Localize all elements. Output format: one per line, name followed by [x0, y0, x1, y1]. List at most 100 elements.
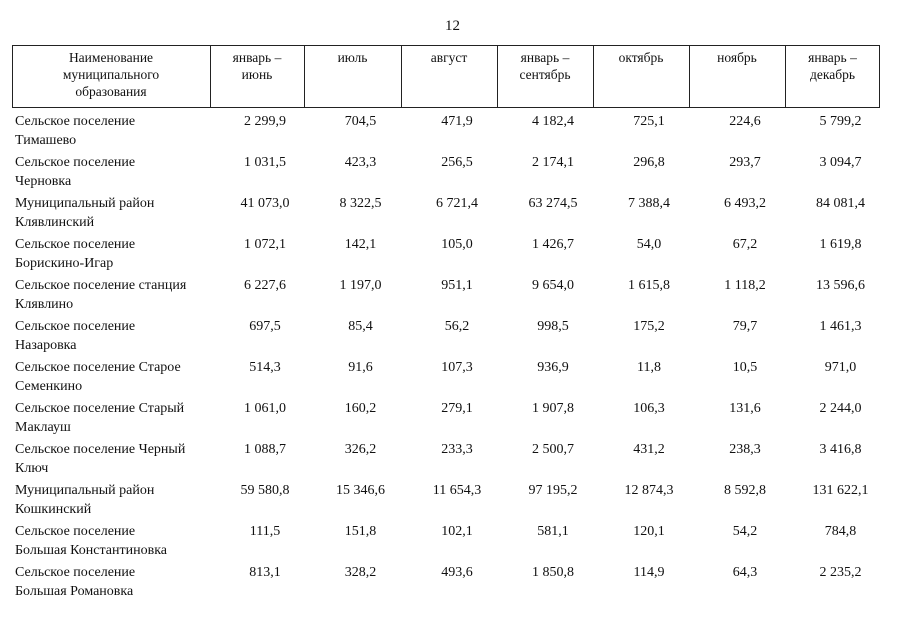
row-name-line: Тимашево: [15, 133, 77, 148]
header-line: Наименование: [68, 50, 154, 65]
cell-value: 6 721,4: [436, 196, 478, 211]
cell-value: 704,5: [344, 114, 377, 129]
row-name-line: Кошкинский: [15, 502, 92, 517]
cell-value: 97 195,2: [528, 483, 578, 498]
cell-value: 725,1: [633, 114, 665, 129]
cell-value: 107,3: [441, 360, 473, 375]
cell-value: 106,3: [633, 401, 665, 416]
header-line: муниципального: [62, 67, 160, 82]
cell-value: 7 388,4: [628, 196, 670, 211]
cell-value: 1 619,8: [819, 237, 862, 252]
row-name: Сельское поселение станция Клявлино: [15, 276, 210, 314]
row-name-line: Сельское поселение станция: [15, 278, 187, 293]
row-name: Сельское поселение Старый Маклауш: [15, 399, 210, 437]
cell-value: 11,8: [637, 360, 661, 375]
row-name: Сельское поселение Большая Константиновка: [15, 522, 210, 560]
row-name-line: Сельское поселение: [15, 319, 136, 334]
cell-value: 224,6: [729, 114, 761, 129]
cell-value: 971,0: [824, 360, 857, 375]
cell-value: 2 174,1: [532, 155, 574, 170]
cell-value: 1 072,1: [244, 237, 286, 252]
cell-value: 9 654,0: [532, 278, 574, 293]
cell-value: 697,5: [249, 319, 281, 334]
row-name-line: Ключ: [15, 461, 49, 476]
cell-value: 63 274,5: [528, 196, 578, 211]
row-name-line: Клявлинский: [15, 215, 95, 230]
header-line: сентябрь: [519, 67, 571, 82]
column-divider: [210, 45, 211, 108]
cell-value: 13 596,6: [816, 278, 865, 293]
cell-value: 784,8: [824, 524, 857, 539]
cell-value: 175,2: [633, 319, 665, 334]
cell-value: 1 118,2: [724, 278, 766, 293]
row-name: Сельское поселение Тимашево: [15, 112, 210, 150]
cell-value: 2 244,0: [819, 401, 862, 416]
row-name-line: Сельское поселение Старое: [15, 360, 181, 375]
cell-value: 326,2: [344, 442, 377, 457]
cell-value: 84 081,4: [816, 196, 865, 211]
header-line: образования: [75, 84, 147, 99]
cell-value: 151,8: [344, 524, 377, 539]
cell-value: 998,5: [537, 319, 569, 334]
row-name: Сельское поселение Черновка: [15, 153, 210, 191]
row-name-line: Сельское поселение: [15, 237, 136, 252]
cell-value: 56,2: [444, 319, 470, 334]
cell-value: 256,5: [441, 155, 473, 170]
cell-value: 6 227,6: [244, 278, 286, 293]
cell-value: 67,2: [732, 237, 758, 252]
cell-value: 3 416,8: [819, 442, 862, 457]
header-cell: январь – декабрь: [785, 49, 880, 83]
row-name-line: Назаровка: [15, 338, 77, 353]
column-divider: [497, 45, 498, 108]
cell-value: 8 322,5: [339, 196, 382, 211]
row-name: Муниципальный район Кошкинский: [15, 481, 210, 519]
cell-value: 514,3: [249, 360, 281, 375]
cell-value: 8 592,8: [724, 483, 766, 498]
row-name-line: Сельское поселение: [15, 524, 136, 539]
cell-value: 951,1: [441, 278, 473, 293]
cell-value: 41 073,0: [240, 196, 290, 211]
row-name-line: Сельское поселение: [15, 155, 136, 170]
row-name-line: Сельское поселение: [15, 114, 136, 129]
cell-value: 2 299,9: [244, 114, 286, 129]
cell-value: 1 907,8: [532, 401, 574, 416]
cell-value: 279,1: [441, 401, 473, 416]
row-name-line: Борискино-Игар: [15, 256, 114, 271]
header-line: январь –: [520, 50, 570, 65]
cell-value: 2 500,7: [532, 442, 574, 457]
page-number: 12: [445, 18, 460, 34]
cell-value: 1 850,8: [532, 565, 574, 580]
row-name-line: Большая Романовка: [15, 584, 134, 599]
cell-value: 293,7: [729, 155, 761, 170]
header-line: декабрь: [810, 67, 855, 82]
table-header-box: [12, 45, 880, 108]
cell-value: 114,9: [633, 565, 665, 580]
row-name-line: Сельское поселение Черный: [15, 442, 186, 457]
cell-value: 64,3: [732, 565, 758, 580]
cell-value: 12 874,3: [624, 483, 674, 498]
cell-value: 493,6: [441, 565, 473, 580]
cell-value: 105,0: [441, 237, 473, 252]
header-line: июнь: [241, 67, 273, 82]
row-name: Сельское поселение Черный Ключ: [15, 440, 210, 478]
column-divider: [593, 45, 594, 108]
cell-value: 59 580,8: [240, 483, 290, 498]
row-name: Сельское поселение Старое Семенкино: [15, 358, 210, 396]
cell-value: 581,1: [537, 524, 569, 539]
row-name: Сельское поселение Борискино-Игар: [15, 235, 210, 273]
column-divider: [401, 45, 402, 108]
header-cell: август: [401, 49, 497, 66]
row-name-line: Клявлино: [15, 297, 74, 312]
header-cell: январь – июнь: [210, 49, 304, 83]
cell-value: 79,7: [732, 319, 758, 334]
cell-value: 131,6: [729, 401, 761, 416]
cell-value: 54,0: [636, 237, 662, 252]
row-name-line: Маклауш: [15, 420, 71, 435]
header-line: август: [430, 50, 468, 65]
header-line: январь –: [232, 50, 282, 65]
row-name-line: Сельское поселение: [15, 565, 136, 580]
cell-value: 1 061,0: [244, 401, 286, 416]
cell-value: 15 346,6: [336, 483, 385, 498]
cell-value: 6 493,2: [724, 196, 766, 211]
